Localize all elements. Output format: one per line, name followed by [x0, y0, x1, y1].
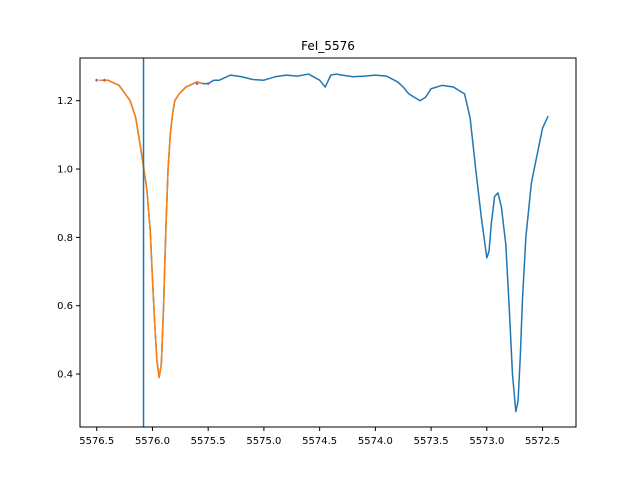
- axes-frame: [79, 57, 577, 428]
- y-tick-label: 0.4: [57, 370, 73, 381]
- marker-point: [195, 82, 199, 86]
- x-tick-label: 5576.0: [135, 436, 170, 447]
- x-tick-label: 5573.5: [414, 436, 449, 447]
- marker-point: [103, 78, 106, 82]
- x-tick-label: 5575.5: [191, 436, 226, 447]
- marker-point: [95, 78, 99, 82]
- x-tick-label: 5575.0: [246, 436, 281, 447]
- x-axis: 5576.5 5576.0 5575.5 5575.0 5574.5 5574.0 5573…: [79, 427, 560, 447]
- y-tick-label: 1.0: [57, 165, 73, 176]
- x-tick-label: 5573.0: [469, 436, 504, 447]
- x-tick-label: 5576.5: [79, 436, 114, 447]
- x-tick-label: 5574.5: [302, 436, 337, 447]
- y-tick-label: 0.8: [57, 233, 73, 244]
- x-tick-label: 5574.0: [358, 436, 393, 447]
- chart-title: FeI_5576: [301, 39, 355, 53]
- marker-point: [206, 82, 210, 86]
- x-tick-label: 5572.5: [525, 436, 560, 447]
- y-axis: 0.4 0.6 0.8 1.0 1.2: [57, 96, 80, 381]
- fit-line: [98, 79, 203, 379]
- plot-area: [95, 58, 549, 427]
- y-tick-label: 1.2: [57, 96, 73, 107]
- y-tick-label: 0.6: [57, 301, 73, 312]
